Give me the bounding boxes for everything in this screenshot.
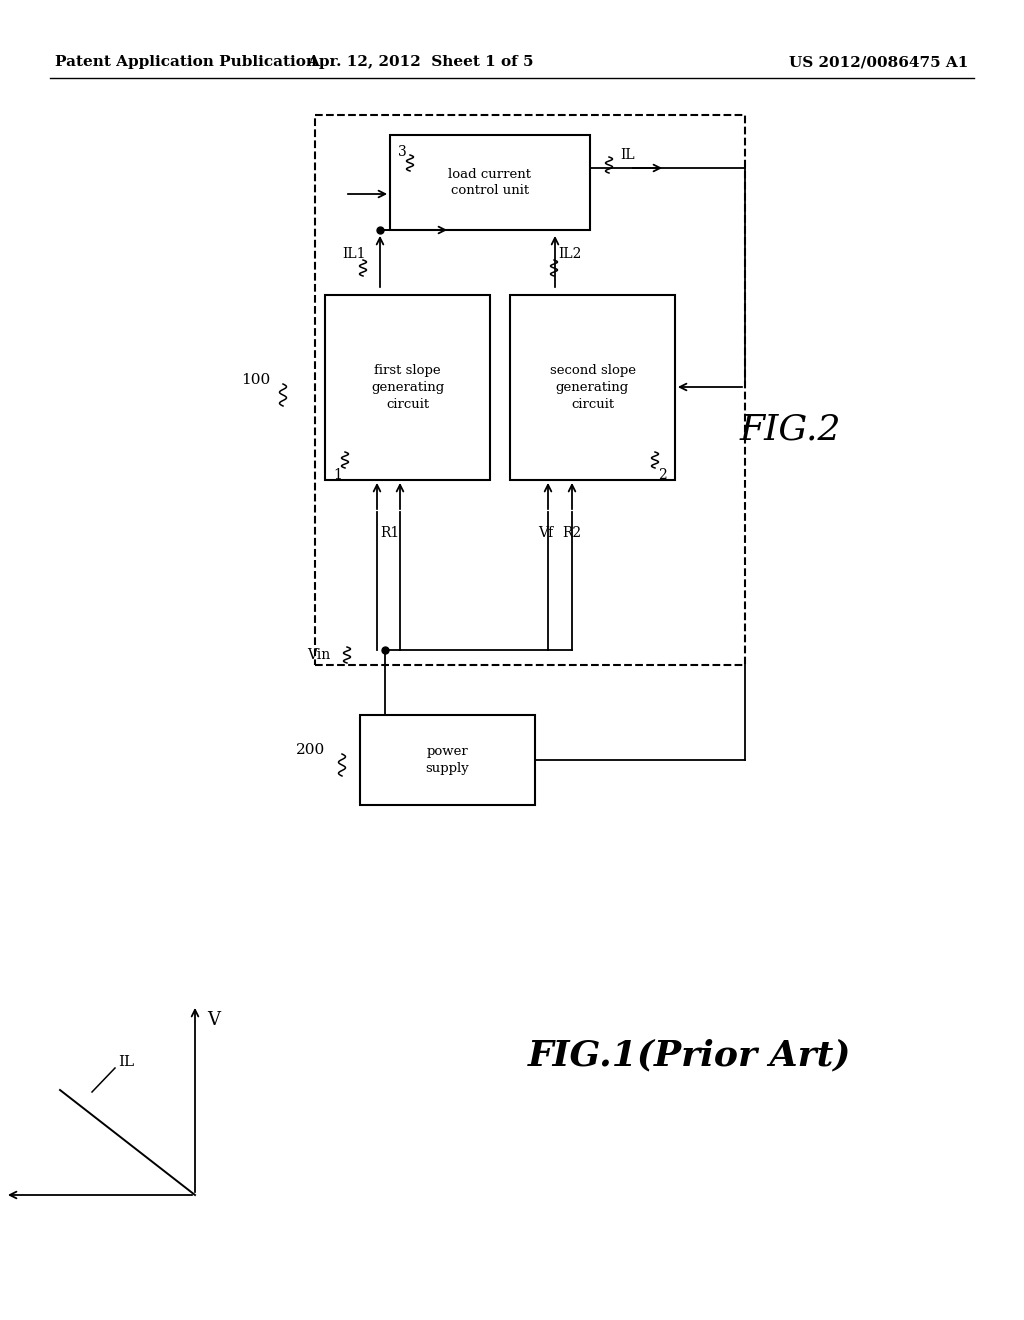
Text: load current
control unit: load current control unit: [449, 168, 531, 198]
Text: Patent Application Publication: Patent Application Publication: [55, 55, 317, 69]
Bar: [360, 715, 535, 805]
Text: second slope
generating
circuit: second slope generating circuit: [550, 364, 636, 411]
Text: 2: 2: [658, 469, 667, 482]
Text: 3: 3: [398, 145, 407, 158]
Text: first slope
generating
circuit: first slope generating circuit: [371, 364, 444, 411]
Text: US 2012/0086475 A1: US 2012/0086475 A1: [788, 55, 968, 69]
Text: Apr. 12, 2012  Sheet 1 of 5: Apr. 12, 2012 Sheet 1 of 5: [307, 55, 534, 69]
Text: Vin: Vin: [307, 648, 330, 663]
Text: FIG.2: FIG.2: [739, 413, 841, 447]
Text: V: V: [207, 1011, 220, 1030]
Text: R1: R1: [380, 525, 399, 540]
Text: 1: 1: [333, 469, 342, 482]
Bar: [390, 135, 590, 230]
Bar: [325, 294, 490, 480]
Text: IL: IL: [620, 148, 635, 162]
Text: FIG.1(Prior Art): FIG.1(Prior Art): [528, 1038, 852, 1072]
Text: IL: IL: [118, 1055, 134, 1069]
Text: 100: 100: [241, 374, 270, 387]
Bar: [510, 294, 675, 480]
Text: Vf: Vf: [539, 525, 554, 540]
Bar: [315, 115, 745, 665]
Text: 200: 200: [296, 743, 325, 756]
Text: power
supply: power supply: [426, 744, 469, 775]
Text: IL1: IL1: [342, 247, 366, 261]
Text: IL2: IL2: [558, 247, 582, 261]
Text: R2: R2: [562, 525, 582, 540]
